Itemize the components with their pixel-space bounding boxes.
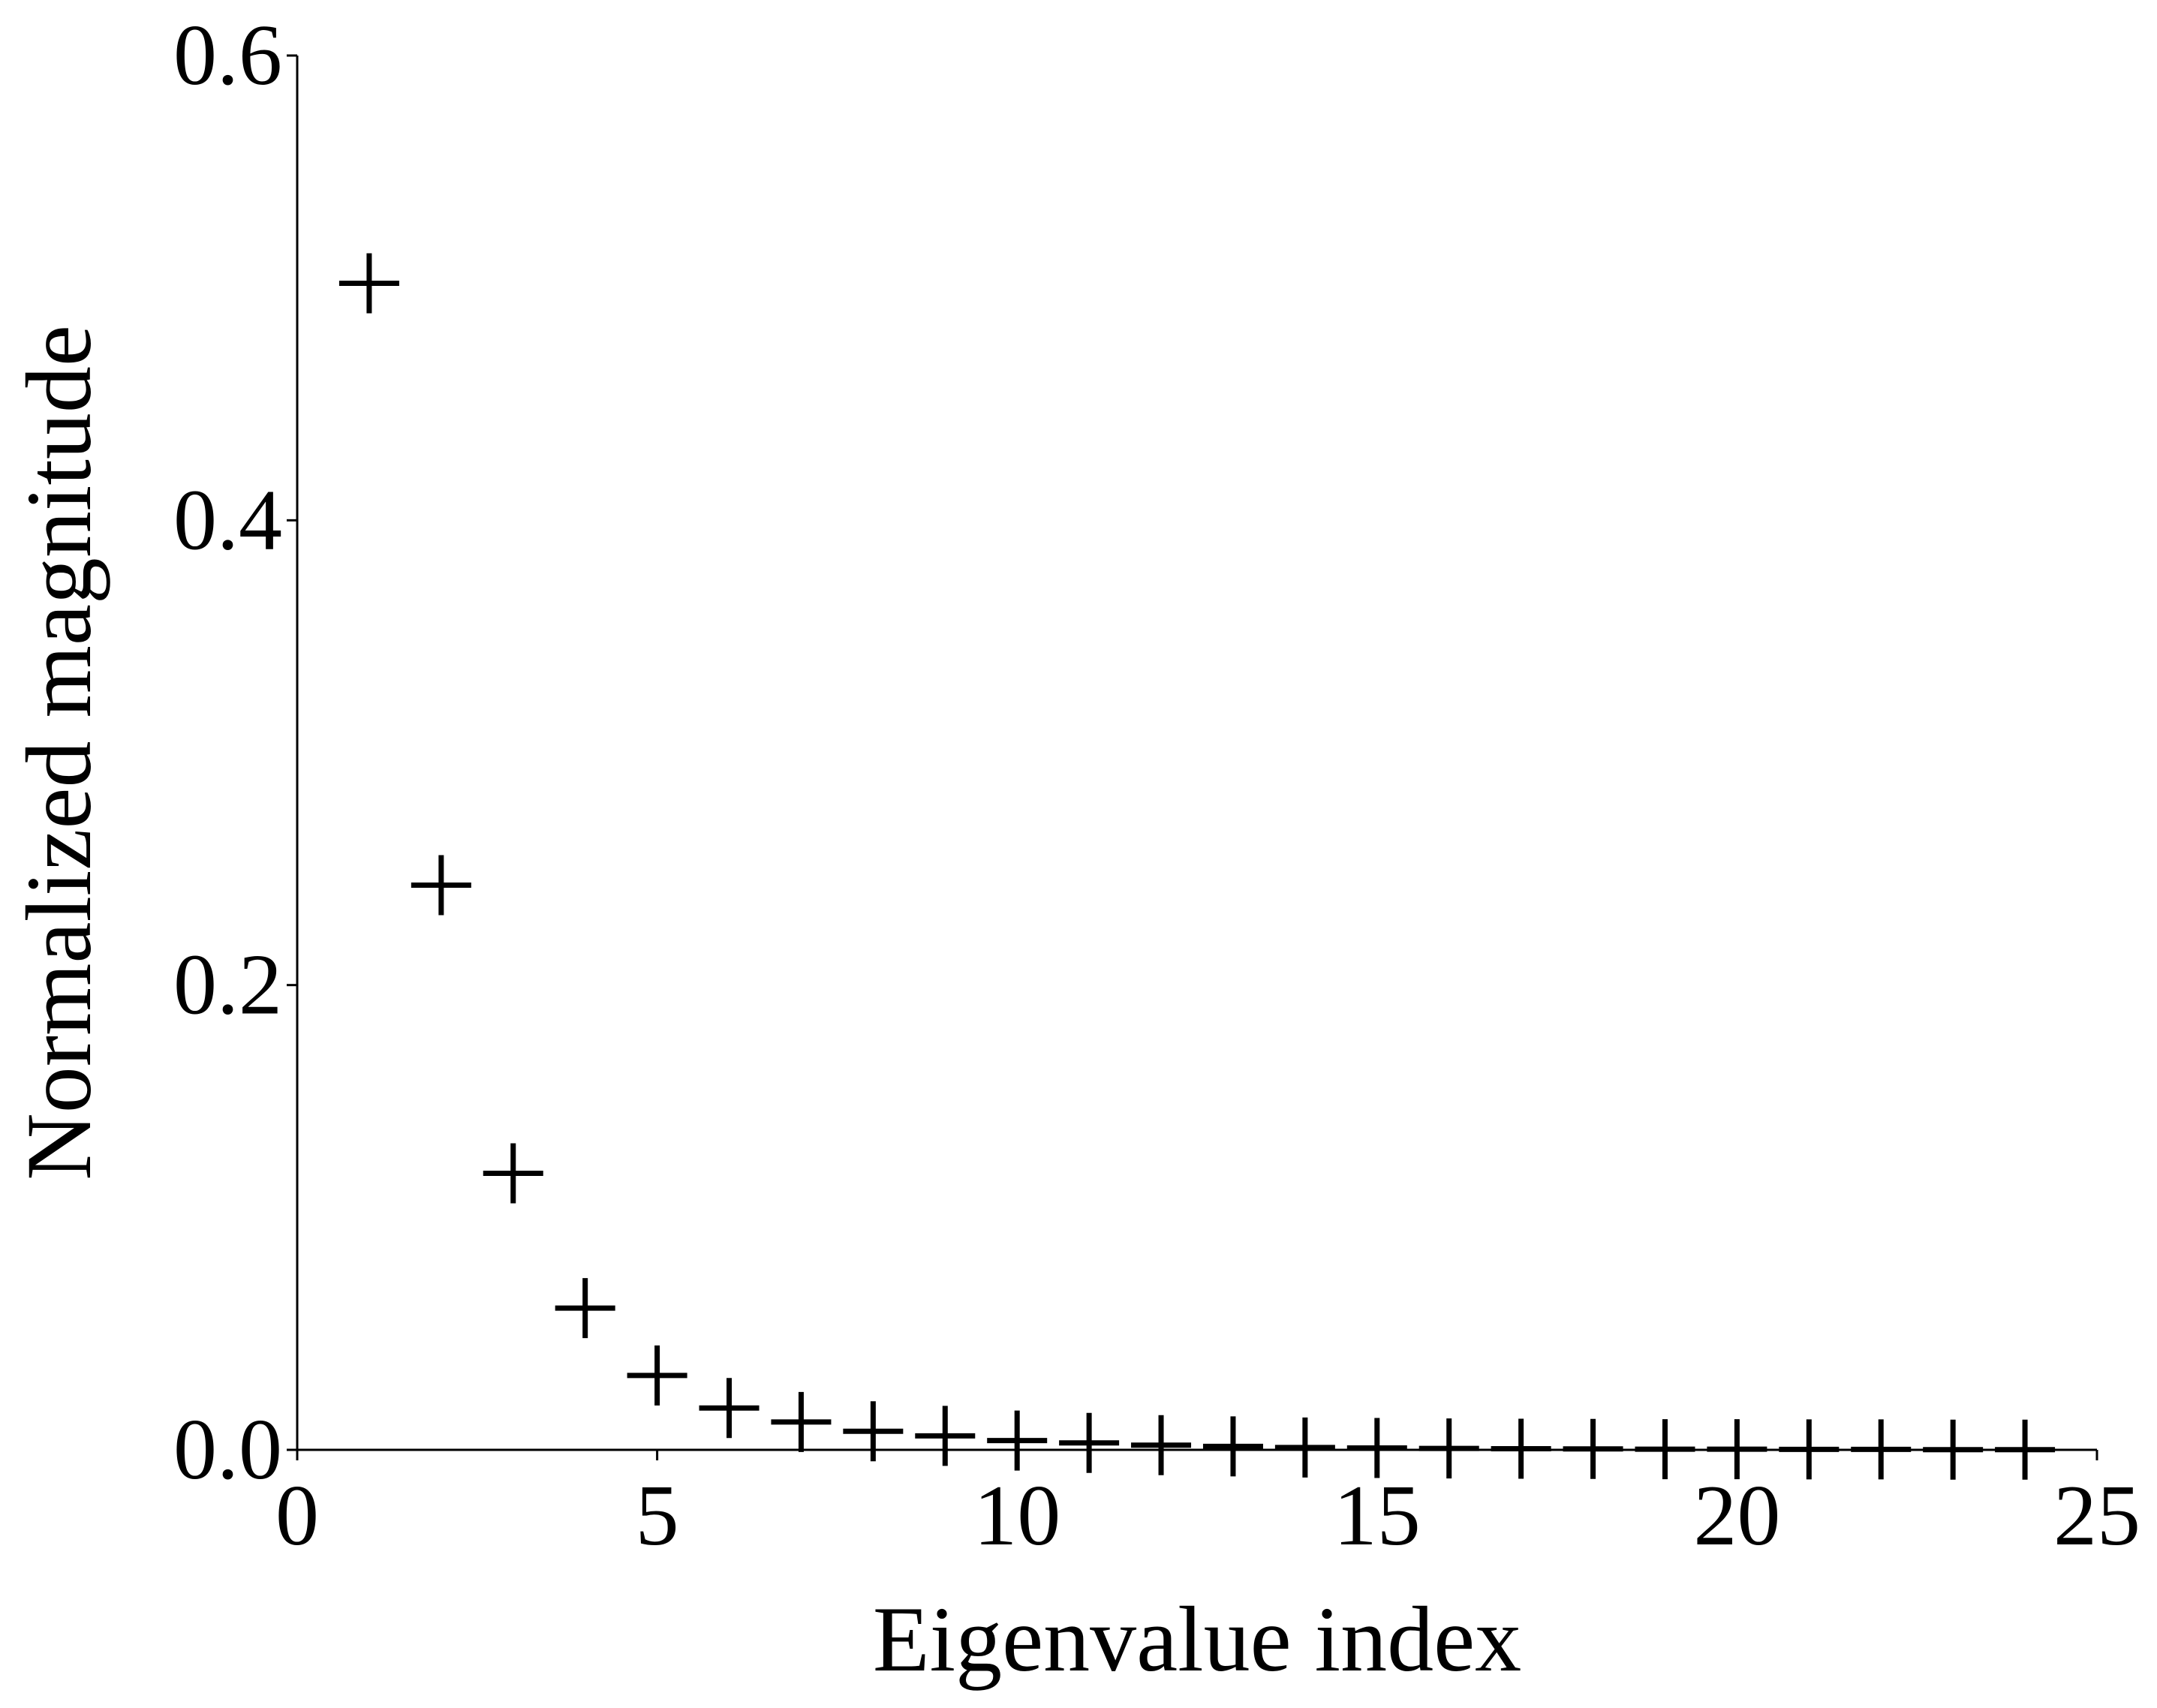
- data-point: [627, 1345, 687, 1406]
- data-point: [1563, 1418, 1623, 1479]
- data-point: [1202, 1416, 1263, 1477]
- x-tick-label: 25: [2053, 1468, 2140, 1564]
- data-point: [1491, 1418, 1551, 1479]
- data-point: [1059, 1412, 1120, 1473]
- data-point: [1707, 1419, 1767, 1480]
- y-tick-label: 0.4: [173, 472, 282, 568]
- data-point: [338, 253, 399, 314]
- data-point: [1923, 1419, 1984, 1480]
- data-point: [1995, 1419, 2056, 1480]
- x-tick-label: 10: [973, 1468, 1060, 1564]
- y-tick-label: 0.6: [173, 8, 282, 104]
- data-point: [1346, 1418, 1407, 1478]
- data-point: [1851, 1419, 1912, 1480]
- x-tick-label: 0: [275, 1468, 319, 1564]
- x-tick-label: 5: [636, 1468, 679, 1564]
- x-tick-label: 15: [1334, 1468, 1421, 1564]
- data-point: [411, 855, 471, 916]
- data-point: [987, 1410, 1048, 1471]
- data-point: [1274, 1417, 1335, 1478]
- data-point: [915, 1406, 976, 1466]
- x-tick-label: 20: [1693, 1468, 1780, 1564]
- data-point: [555, 1278, 615, 1339]
- data-point: [1131, 1415, 1192, 1475]
- data-point: [699, 1378, 760, 1439]
- data-point: [771, 1391, 832, 1452]
- y-tick-label: 0.0: [173, 1402, 282, 1498]
- y-axis-ticks: 0.0 0.2 0.4 0.6: [173, 8, 297, 1498]
- y-tick-label: 0.2: [173, 937, 282, 1033]
- x-axis-label: Eigenvalue index: [873, 1588, 1521, 1691]
- data-point: [843, 1401, 904, 1462]
- data-point: [1779, 1419, 1840, 1480]
- y-axis-label: Normalized magnitude: [8, 325, 110, 1180]
- data-markers: [338, 253, 2056, 1480]
- data-point: [1418, 1418, 1479, 1479]
- x-axis-ticks: 0 5 10 15 20 25: [275, 1450, 2140, 1564]
- data-point: [483, 1143, 543, 1204]
- data-point: [1635, 1419, 1695, 1480]
